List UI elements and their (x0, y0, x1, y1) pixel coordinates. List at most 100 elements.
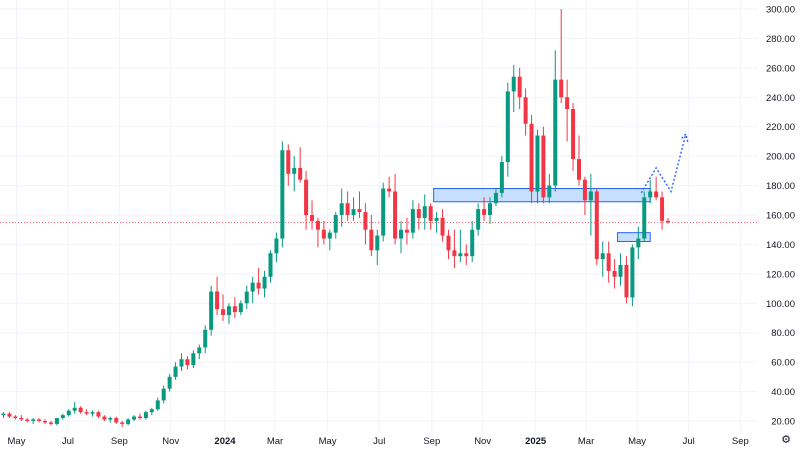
candle[interactable] (606, 241, 611, 283)
candle[interactable] (470, 220, 475, 263)
candle[interactable] (143, 410, 148, 420)
candle[interactable] (416, 203, 421, 230)
candle[interactable] (167, 373, 172, 392)
candle[interactable] (446, 229, 451, 260)
candle[interactable] (179, 353, 184, 371)
candle[interactable] (523, 88, 528, 136)
candle[interactable] (476, 203, 481, 236)
candle[interactable] (493, 188, 498, 207)
candle[interactable] (458, 229, 463, 263)
candle[interactable] (547, 173, 552, 204)
candle[interactable] (132, 415, 137, 421)
candle[interactable] (256, 267, 261, 295)
candle[interactable] (577, 135, 582, 186)
candle[interactable] (357, 191, 362, 218)
candle[interactable] (43, 419, 48, 424)
candle[interactable] (96, 410, 101, 419)
candle[interactable] (221, 294, 226, 321)
candle[interactable] (452, 229, 457, 268)
projection-path[interactable] (640, 132, 689, 194)
candle[interactable] (517, 67, 522, 110)
candle[interactable] (553, 50, 558, 192)
candle[interactable] (274, 232, 279, 263)
candle[interactable] (126, 418, 131, 426)
candle[interactable] (387, 176, 392, 198)
candle[interactable] (588, 173, 593, 236)
candle[interactable] (511, 64, 516, 112)
candle[interactable] (250, 276, 255, 304)
candle[interactable] (630, 244, 635, 307)
candle[interactable] (665, 217, 670, 224)
candle[interactable] (351, 197, 356, 221)
candle[interactable] (292, 156, 297, 192)
candle[interactable] (571, 103, 576, 171)
candle[interactable] (298, 147, 303, 183)
x-axis[interactable]: May Jul Sep Nov 2024 Mar May Jul Sep Nov 2025 Mar Ma… (8, 436, 749, 447)
candle[interactable] (286, 144, 291, 186)
candle[interactable] (108, 416, 113, 423)
candle[interactable] (660, 191, 665, 230)
candle[interactable] (636, 226, 641, 260)
candle[interactable] (488, 197, 493, 224)
candle[interactable] (582, 176, 587, 215)
candle[interactable] (369, 215, 374, 257)
candle[interactable] (155, 397, 160, 411)
candle[interactable] (1, 412, 6, 419)
candle[interactable] (600, 241, 605, 277)
candle[interactable] (624, 256, 629, 304)
candle[interactable] (339, 188, 344, 227)
candle[interactable] (137, 413, 142, 420)
candle[interactable] (499, 156, 504, 198)
y-axis[interactable]: 20.00 40.00 60.00 80.00 100.00 120.00 140.00 16… (766, 5, 795, 428)
candle[interactable] (13, 415, 18, 420)
candle[interactable] (440, 209, 445, 242)
candle[interactable] (232, 297, 237, 318)
candle[interactable] (399, 220, 404, 254)
candle[interactable] (72, 401, 77, 414)
candle[interactable] (642, 191, 647, 242)
candle[interactable] (654, 176, 659, 201)
candle[interactable] (594, 188, 599, 266)
candle[interactable] (310, 200, 315, 230)
candle[interactable] (215, 276, 220, 316)
candle[interactable] (410, 200, 415, 239)
candle[interactable] (226, 303, 231, 324)
candle[interactable] (66, 409, 71, 417)
candle[interactable] (161, 385, 166, 404)
candle[interactable] (54, 418, 59, 426)
candle[interactable] (428, 203, 433, 230)
candle[interactable] (37, 418, 42, 423)
projection-line[interactable] (640, 133, 687, 194)
candle[interactable] (565, 79, 570, 142)
candle[interactable] (244, 285, 249, 310)
candle[interactable] (209, 285, 214, 336)
candlesticks[interactable] (1, 9, 670, 427)
candle[interactable] (84, 409, 89, 416)
candle[interactable] (393, 173, 398, 245)
candle[interactable] (120, 421, 125, 427)
candle[interactable] (31, 418, 36, 424)
candle[interactable] (327, 229, 332, 251)
candle[interactable] (505, 82, 510, 177)
candle[interactable] (60, 413, 65, 420)
candle[interactable] (434, 212, 439, 233)
zone-rect[interactable] (617, 232, 651, 242)
candle[interactable] (333, 212, 338, 239)
candle[interactable] (529, 114, 534, 204)
candle[interactable] (345, 191, 350, 221)
candle[interactable] (464, 244, 469, 266)
candle[interactable] (482, 197, 487, 221)
candle[interactable] (48, 421, 53, 426)
candle[interactable] (315, 217, 320, 248)
candle[interactable] (321, 220, 326, 245)
gear-icon[interactable]: ⚙ (781, 434, 791, 446)
candle[interactable] (7, 412, 12, 419)
candle[interactable] (173, 362, 178, 380)
candle[interactable] (238, 300, 243, 316)
candle[interactable] (102, 415, 107, 421)
candle[interactable] (268, 250, 273, 283)
candle[interactable] (559, 9, 564, 104)
candle[interactable] (19, 415, 24, 421)
candle[interactable] (375, 229, 380, 266)
